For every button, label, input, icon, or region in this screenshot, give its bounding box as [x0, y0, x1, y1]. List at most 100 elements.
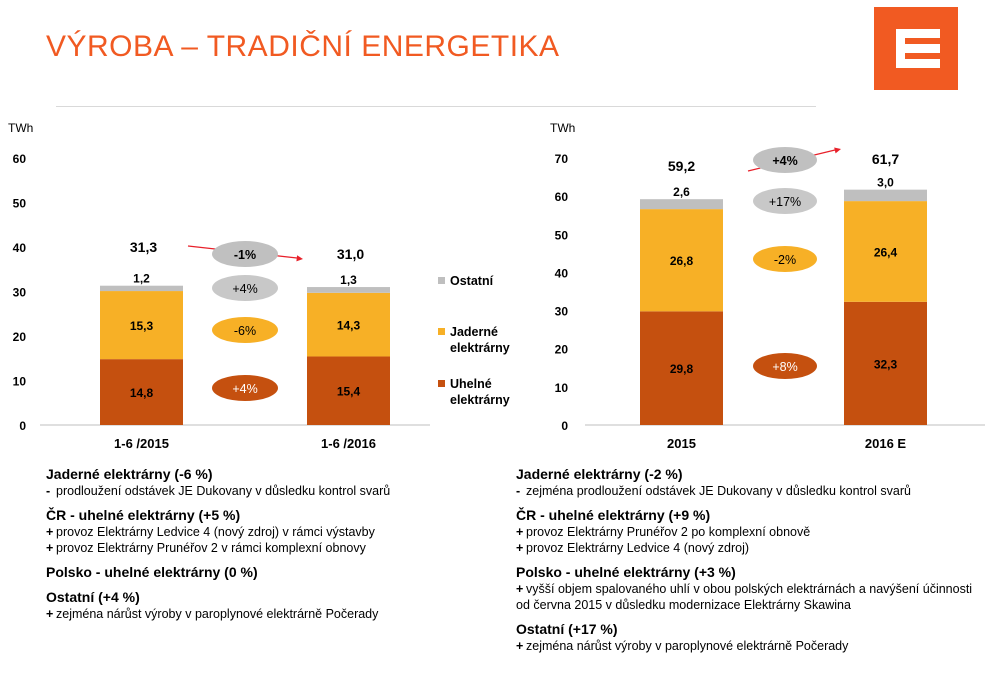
note-item: - zejména prodloužení odstávek JE Dukovan…	[516, 483, 986, 499]
legend-label-line1: Jaderné	[450, 325, 498, 339]
notes-left: Jaderné elektrárny (-6 %) - prodloužení od…	[46, 466, 496, 622]
note-item-marker: +	[46, 607, 54, 621]
x-category-label: 2015	[667, 436, 696, 451]
note-item: + provoz Elektrárny Ledvice 4 (nový zdroj…	[46, 524, 496, 540]
legend-swatch	[438, 328, 445, 335]
note-section-title: Ostatní (+4 %)	[46, 589, 140, 605]
note-item-marker: -	[516, 484, 521, 498]
y-tick-label: 30	[13, 286, 27, 300]
note-section: ČR - uhelné elektrárny (+9 %) + provoz Ele…	[516, 507, 986, 556]
bar-segment-coal	[844, 301, 927, 425]
bar-value-label-coal: 14,8	[130, 386, 154, 400]
bar-value-label-other: 1,2	[133, 272, 150, 286]
legend-swatch	[438, 380, 445, 387]
y-tick-label: 0	[19, 419, 26, 433]
bar-segment-other	[100, 285, 183, 292]
note-section: Jaderné elektrárny (-2 %) - zejména prodlo…	[516, 466, 986, 499]
bar-segment-coal	[307, 356, 390, 425]
bar-total-label: 31,0	[337, 246, 364, 262]
note-item-text: provoz Elektrárny Prunéřov 2 po komplexn…	[526, 525, 811, 539]
bar-value-label-nuclear: 26,4	[874, 245, 898, 259]
change-badge-coal	[753, 353, 817, 379]
bar-segment-other	[844, 189, 927, 202]
bar-value-label-other: 3,0	[877, 176, 894, 190]
note-item-marker: -	[46, 484, 51, 498]
bar-segment-nuclear	[100, 291, 183, 360]
note-section-title: ČR - uhelné elektrárny (+5 %)	[46, 507, 241, 523]
note-item: - prodloužení odstávek JE Dukovany v důsl…	[46, 483, 496, 499]
note-section-title: Jaderné elektrárny (-2 %)	[516, 466, 683, 482]
note-item-text: zejména prodloužení odstávek JE Dukovany…	[526, 484, 911, 498]
y-axis-unit-label: TWh	[8, 121, 33, 135]
y-tick-label: 60	[13, 152, 27, 166]
y-tick-label: 70	[555, 152, 569, 166]
note-section-title: Polsko - uhelné elektrárny (0 %)	[46, 564, 258, 580]
change-badge-other	[753, 188, 817, 214]
arrowhead-icon	[834, 147, 841, 154]
x-category-label: 2016 E	[865, 436, 907, 451]
y-tick-label: 50	[13, 197, 27, 211]
change-label-coal: +8%	[772, 360, 797, 374]
x-category-label: 1-6 /2016	[321, 436, 376, 451]
legend-label-line2: elektrárny	[450, 341, 510, 355]
change-badge-other	[212, 275, 278, 301]
note-section: ČR - uhelné elektrárny (+5 %) + provoz Ele…	[46, 507, 496, 556]
x-category-label: 1-6 /2015	[114, 436, 169, 451]
note-item-marker: +	[516, 525, 524, 539]
chart-annual-production: TWh 0 10 20 30 40 50 60 70 29,8 26,8 2,6 2015 59,2 32,…	[550, 121, 985, 451]
bar-segment-coal	[640, 311, 723, 425]
cez-logo-mark-icon	[896, 29, 940, 68]
y-tick-label: 50	[555, 228, 569, 242]
y-tick-label: 20	[13, 330, 27, 344]
bar-value-label-nuclear: 26,8	[670, 254, 694, 268]
y-tick-label: 40	[13, 241, 27, 255]
change-label-total: -1%	[234, 248, 256, 262]
legend-label: Ostatní	[450, 274, 494, 288]
change-label-other: +4%	[232, 282, 257, 296]
bar-value-label-coal: 32,3	[874, 357, 898, 371]
bar-segment-other	[640, 199, 723, 210]
y-tick-label: 10	[13, 375, 27, 389]
note-section-title: Jaderné elektrárny (-6 %)	[46, 466, 213, 482]
bar-value-label-nuclear: 15,3	[130, 319, 154, 333]
note-item-text: provoz Elektrárny Ledvice 4 (nový zdroj)…	[56, 525, 375, 539]
note-item-text: provoz Elektrárny Ledvice 4 (nový zdroj)	[526, 541, 750, 555]
notes-right: Jaderné elektrárny (-2 %) - zejména prodlo…	[516, 466, 986, 654]
bar-segment-nuclear	[640, 209, 723, 312]
note-item-marker: +	[46, 525, 54, 539]
note-section: Jaderné elektrárny (-6 %) - prodloužení od…	[46, 466, 496, 499]
arrowhead-icon	[296, 255, 303, 262]
note-section: Polsko - uhelné elektrárny (0 %)	[46, 564, 496, 581]
bar-segment-coal	[100, 359, 183, 425]
bar-total-label: 61,7	[872, 151, 899, 167]
note-item: + provoz Elektrárny Prunéřov 2 po komplex…	[516, 524, 986, 540]
y-tick-label: 40	[555, 266, 569, 280]
change-badge-coal	[212, 375, 278, 401]
note-section: Ostatní (+4 %) + zejména nárůst výroby v p…	[46, 589, 496, 622]
legend-swatch	[438, 277, 445, 284]
change-label-total: +4%	[772, 154, 797, 168]
bar-value-label-nuclear: 14,3	[337, 319, 361, 333]
note-item-text: zejména nárůst výroby v paroplynové elek…	[56, 607, 379, 621]
legend-label-line2: elektrárny	[450, 393, 510, 407]
note-item-marker: +	[516, 582, 524, 596]
y-tick-label: 10	[555, 381, 569, 395]
note-section: Ostatní (+17 %) + zejména nárůst výroby v …	[516, 621, 986, 654]
note-section: Polsko - uhelné elektrárny (+3 %) + vyšší …	[516, 564, 986, 613]
note-item-text: prodloužení odstávek JE Dukovany v důsle…	[56, 484, 391, 498]
change-badge-nuclear	[212, 317, 278, 343]
note-item-text: vyšší objem spalovaného uhlí v obou pols…	[516, 582, 973, 612]
bar-value-label-coal: 15,4	[337, 385, 361, 399]
y-tick-label: 30	[555, 305, 569, 319]
y-axis-unit-label: TWh	[550, 121, 575, 135]
note-item: + provoz Elektrárny Ledvice 4 (nový zdroj…	[516, 540, 986, 556]
legend-label-line1: Uhelné	[450, 377, 492, 391]
note-item-text: provoz Elektrárny Prunéřov 2 v rámci kom…	[56, 541, 366, 555]
title-divider	[56, 106, 816, 107]
change-label-nuclear: -6%	[234, 324, 256, 338]
note-section-title: ČR - uhelné elektrárny (+9 %)	[516, 507, 711, 523]
change-badge-total	[212, 241, 278, 267]
note-item-marker: +	[516, 639, 524, 653]
change-badge-total	[753, 147, 817, 173]
note-item-text: zejména nárůst výroby v paroplynové elek…	[526, 639, 849, 653]
